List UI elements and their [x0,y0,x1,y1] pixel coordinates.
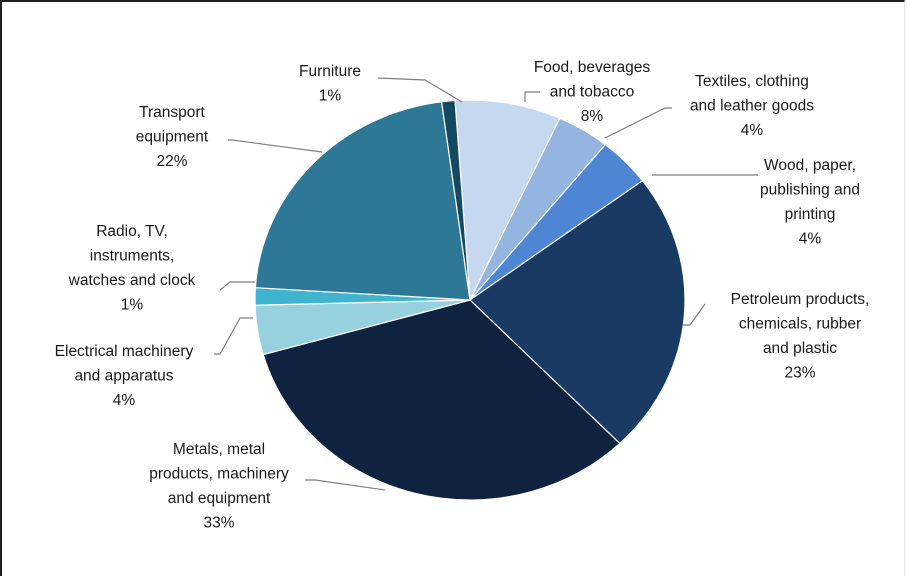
slice-label-line: Food, beverages [534,59,651,76]
slice-label-line: and plastic [763,340,837,357]
slice-percent: 4% [741,122,764,139]
slice-percent: 1% [319,88,342,105]
slice-percent: 23% [784,365,815,382]
pie-slices [254,99,686,501]
pie-slice-9 [440,99,471,301]
slice-label-7: Radio, TV, instruments, watches and clock 1… [68,223,196,314]
pie-slice-5 [262,299,621,501]
slice-label-line: products, machinery [149,466,289,483]
slice-label-line: Electrical machinery [55,343,194,360]
slice-percent: 8% [581,108,604,125]
slice-percent: 4% [113,392,136,409]
leader-line-7 [219,281,255,291]
leader-line-6 [214,317,253,355]
slice-label-line: Petroleum products, [731,291,870,308]
slice-percent: 4% [799,231,822,248]
slice-label-line: and apparatus [74,368,173,385]
slice-label-1: Food, beverages and tobacco 8% [534,59,651,125]
slice-percent: 22% [156,153,187,170]
slice-percent: 1% [121,297,144,314]
slice-label-line: Furniture [299,63,361,80]
slice-label-line: and tobacco [550,84,634,101]
leader-line-2 [604,107,672,139]
slice-label-9: Furniture 1% [299,63,361,105]
slice-label-line: and equipment [168,490,271,507]
slice-label-8: Transport equipment 22% [136,104,209,170]
slice-label-line: printing [785,206,836,223]
slice-label-line: Transport [139,104,205,121]
slice-label-line: instruments, [90,248,174,265]
slice-label-3: Wood, paper, publishing and printing 4% [760,157,860,248]
slice-percent: 33% [203,515,234,532]
slice-label-line: and leather goods [690,98,814,115]
leader-line-9 [377,77,463,103]
slice-label-4: Petroleum products, chemicals, rubber and … [731,291,870,382]
leader-lines [214,77,758,491]
slice-label-line: Metals, metal [173,441,265,458]
slice-label-6: Electrical machinery and apparatus 4% [55,343,194,409]
slice-label-line: Textiles, clothing [695,73,809,90]
slice-labels: Food, beverages and tobacco 8% Textiles, cl… [55,59,870,532]
pie-slice-1 [454,99,561,303]
leader-line-5 [305,479,386,491]
pie-slice-4 [469,179,686,445]
leader-line-8 [228,139,323,153]
leader-line-1 [524,91,540,102]
slice-label-line: Radio, TV, [96,223,168,240]
slice-label-line: equipment [136,129,209,146]
slice-label-line: publishing and [760,182,860,199]
pie-slice-8 [254,101,471,301]
slice-label-line: chemicals, rubber [739,316,861,333]
slice-label-line: watches and clock [68,272,196,289]
slice-label-line: Wood, paper, [764,157,856,174]
slice-label-2: Textiles, clothing and leather goods 4% [690,73,814,139]
leader-line-4 [683,303,706,326]
slice-label-5: Metals, metal products, machinery and equi… [149,441,289,532]
